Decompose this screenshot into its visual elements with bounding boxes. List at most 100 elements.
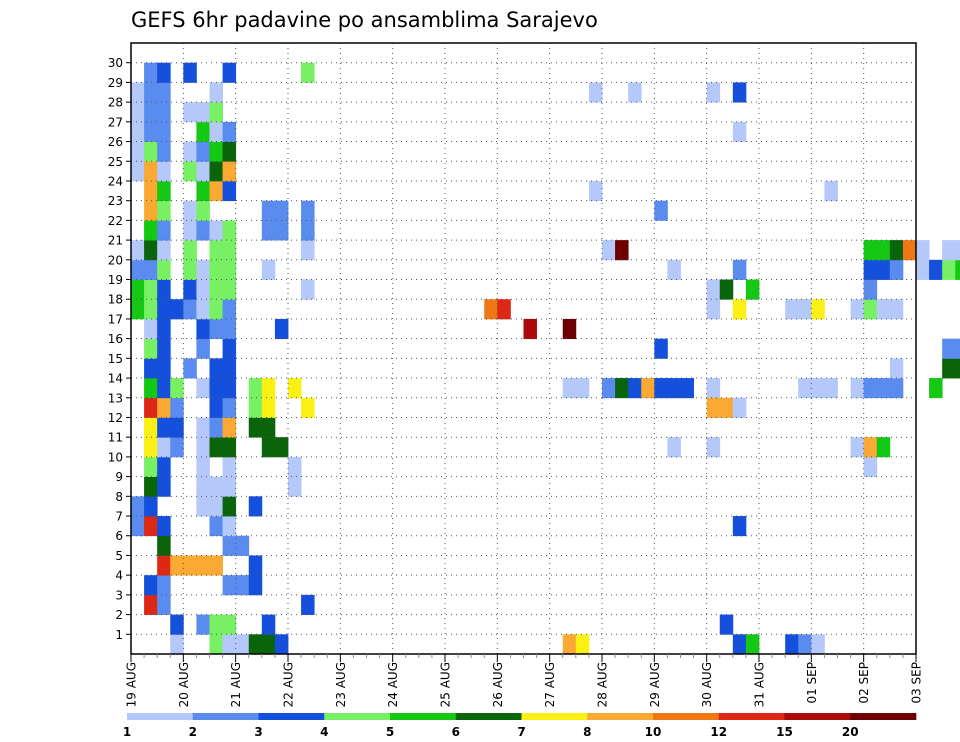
cell [170, 437, 184, 458]
cell [523, 318, 537, 340]
cell [732, 634, 747, 655]
cell [222, 437, 237, 458]
cell [248, 417, 263, 438]
cell [222, 417, 237, 438]
cell [628, 82, 642, 103]
x-tick-label: 24 AUG [386, 662, 400, 707]
cell [157, 220, 171, 241]
cell [144, 594, 158, 615]
legend-swatch [455, 713, 522, 720]
cell [196, 299, 210, 320]
cell [157, 318, 171, 340]
legend-swatch [653, 713, 720, 720]
cell [889, 259, 904, 280]
cell [955, 259, 960, 280]
y-tick-label: 15 [108, 352, 123, 366]
cell [144, 220, 158, 241]
cell [863, 437, 878, 458]
cell [196, 476, 210, 497]
cell [183, 141, 197, 162]
cell [562, 378, 577, 399]
cell [157, 259, 171, 280]
cell [157, 417, 171, 438]
cell [157, 82, 171, 103]
cell [850, 437, 865, 458]
cell [916, 240, 930, 261]
cell [889, 378, 904, 399]
cell [261, 220, 276, 241]
cell [222, 378, 237, 399]
cell [222, 634, 237, 655]
cell [719, 279, 734, 300]
cell [654, 378, 668, 399]
cell [942, 259, 956, 280]
cell [222, 476, 237, 497]
cell [942, 240, 956, 261]
cell [170, 417, 184, 438]
cell [222, 496, 237, 517]
cell [876, 259, 891, 280]
cell [144, 338, 158, 359]
cell [497, 299, 511, 320]
cell [144, 62, 158, 83]
cell [157, 476, 171, 497]
cell [157, 141, 171, 162]
cell [196, 456, 210, 478]
cell [222, 62, 237, 83]
cell [261, 437, 276, 458]
y-tick-label: 28 [108, 96, 123, 110]
cell [785, 299, 799, 320]
cell [209, 220, 223, 241]
cell [183, 62, 197, 83]
cell [157, 338, 171, 359]
legend-label: 4 [320, 725, 328, 739]
y-tick-label: 29 [108, 76, 123, 90]
cell [301, 594, 315, 615]
cell [196, 417, 210, 438]
cell [680, 378, 694, 399]
cell [196, 378, 210, 399]
cell [615, 240, 629, 261]
x-tick-label: 20 AUG [177, 662, 191, 707]
cell [222, 456, 237, 478]
cell [916, 259, 930, 280]
legend-swatch [258, 713, 325, 720]
cell [706, 378, 721, 399]
legend-label: 2 [189, 725, 197, 739]
cell [157, 437, 171, 458]
cell [732, 299, 747, 320]
cell [811, 634, 825, 655]
cell [301, 220, 315, 241]
cell [157, 279, 171, 300]
cell [732, 121, 747, 142]
legend-label: 7 [517, 725, 525, 739]
y-tick-label: 26 [108, 135, 123, 149]
cell [144, 240, 158, 261]
cell [706, 299, 721, 320]
legend-swatch [718, 713, 785, 720]
cell [144, 102, 158, 123]
cell [144, 200, 158, 221]
cell [248, 496, 263, 517]
legend-label: 6 [452, 725, 460, 739]
cell [144, 141, 158, 162]
cell [222, 516, 237, 537]
cell [667, 437, 681, 458]
cell [209, 240, 223, 261]
cell [183, 279, 197, 300]
cell [209, 279, 223, 300]
cell [144, 575, 158, 596]
cell [732, 259, 747, 280]
cell [261, 378, 276, 399]
legend-label: 12 [710, 725, 727, 739]
y-tick-label: 22 [108, 214, 123, 228]
legend-swatch [587, 713, 654, 720]
cell [131, 259, 145, 280]
cell [209, 634, 223, 655]
y-tick-label: 23 [108, 194, 123, 208]
cell [562, 318, 577, 340]
cell [144, 82, 158, 103]
cell [144, 121, 158, 142]
cell [798, 634, 812, 655]
